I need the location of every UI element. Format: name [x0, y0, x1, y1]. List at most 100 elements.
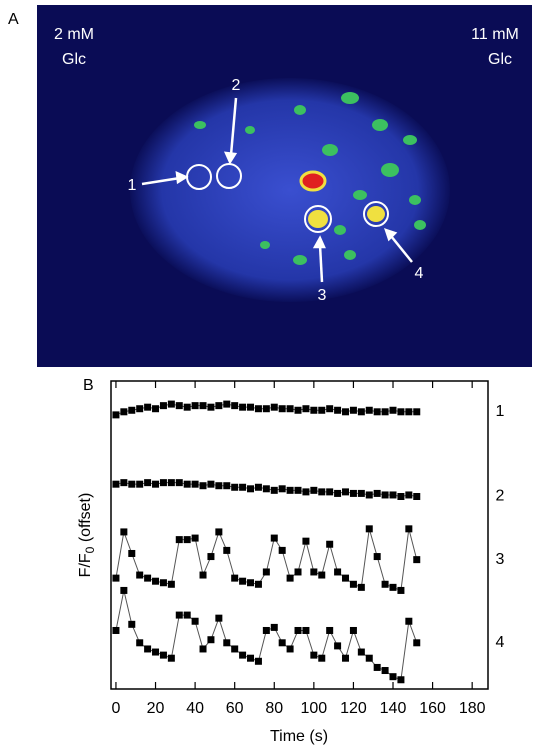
- marker: [191, 617, 199, 625]
- marker: [239, 577, 247, 585]
- marker: [373, 663, 381, 671]
- cell-label: 3: [318, 287, 327, 304]
- x-tick-label: 40: [186, 700, 204, 717]
- marker: [294, 626, 302, 634]
- marker: [413, 493, 421, 500]
- marker: [159, 651, 167, 659]
- marker: [326, 488, 334, 496]
- marker: [397, 493, 405, 500]
- marker: [405, 491, 413, 499]
- marker: [302, 488, 310, 496]
- trace-label: 2: [496, 488, 505, 505]
- marker: [270, 623, 278, 631]
- marker: [254, 657, 262, 665]
- marker: [342, 488, 350, 496]
- marker: [334, 642, 342, 650]
- marker: [326, 626, 334, 634]
- marker: [136, 405, 144, 413]
- marker: [175, 402, 183, 410]
- marker: [207, 403, 215, 411]
- marker: [381, 491, 389, 499]
- marker: [183, 611, 191, 619]
- marker: [215, 402, 223, 410]
- marker: [254, 483, 262, 491]
- marker: [112, 480, 120, 488]
- marker: [349, 406, 357, 414]
- marker: [183, 536, 191, 544]
- marker: [381, 580, 389, 588]
- marker: [152, 480, 160, 488]
- marker: [247, 403, 255, 411]
- marker: [183, 480, 191, 488]
- condition-label: 11 mM: [471, 26, 519, 43]
- marker: [318, 406, 326, 414]
- marker: [318, 654, 326, 662]
- marker: [199, 402, 207, 410]
- marker: [175, 479, 183, 487]
- marker: [223, 482, 231, 490]
- y-label-main: F/F: [77, 553, 94, 577]
- marker: [239, 651, 247, 659]
- marker: [365, 491, 373, 499]
- marker: [326, 405, 334, 413]
- x-tick-label: 120: [340, 700, 367, 717]
- marker: [302, 537, 310, 545]
- marker: [381, 667, 389, 675]
- marker: [389, 583, 397, 591]
- marker: [207, 553, 215, 561]
- marker: [334, 406, 342, 414]
- marker: [381, 408, 389, 416]
- marker: [191, 534, 199, 542]
- marker: [215, 528, 223, 536]
- marker: [120, 586, 128, 594]
- x-tick-label: 100: [300, 700, 327, 717]
- marker: [128, 620, 136, 628]
- marker: [112, 411, 120, 419]
- marker: [365, 406, 373, 414]
- marker: [357, 648, 365, 656]
- marker: [231, 645, 239, 653]
- cell-label: 2: [232, 77, 241, 94]
- condition-label: 2 mM: [54, 26, 94, 43]
- marker: [144, 574, 152, 582]
- bright-cell: [308, 210, 328, 228]
- marker: [373, 553, 381, 561]
- marker: [357, 583, 365, 591]
- marker: [120, 479, 128, 487]
- panel-a: A 2 mM Glc 11 mM Glc 1 2 3 4: [8, 5, 532, 367]
- marker: [389, 491, 397, 499]
- marker: [167, 654, 175, 662]
- marker: [254, 405, 262, 413]
- marker: [342, 654, 350, 662]
- marker: [349, 580, 357, 588]
- arrows: [141, 97, 413, 283]
- marker: [286, 405, 294, 413]
- marker: [413, 639, 421, 647]
- marker: [286, 574, 294, 582]
- marker: [183, 403, 191, 411]
- marker: [152, 405, 160, 413]
- bright-cell: [299, 170, 327, 192]
- marker: [349, 626, 357, 634]
- marker: [136, 639, 144, 647]
- y-axis-label: F/F0 (offset): [77, 493, 97, 578]
- trace-line: [115, 590, 418, 681]
- marker: [294, 406, 302, 414]
- marker: [270, 486, 278, 494]
- marker: [112, 574, 120, 582]
- marker: [152, 577, 160, 585]
- marker: [144, 479, 152, 487]
- x-tick-label: 180: [459, 700, 486, 717]
- marker: [278, 485, 286, 493]
- marker: [302, 405, 310, 413]
- marker: [159, 402, 167, 410]
- marker: [397, 676, 405, 684]
- marker: [207, 480, 215, 488]
- marker: [278, 405, 286, 413]
- marker: [239, 483, 247, 491]
- x-tick-label: 0: [111, 700, 120, 717]
- marker: [120, 528, 128, 536]
- cell-label: 4: [415, 265, 424, 282]
- marker: [262, 568, 270, 576]
